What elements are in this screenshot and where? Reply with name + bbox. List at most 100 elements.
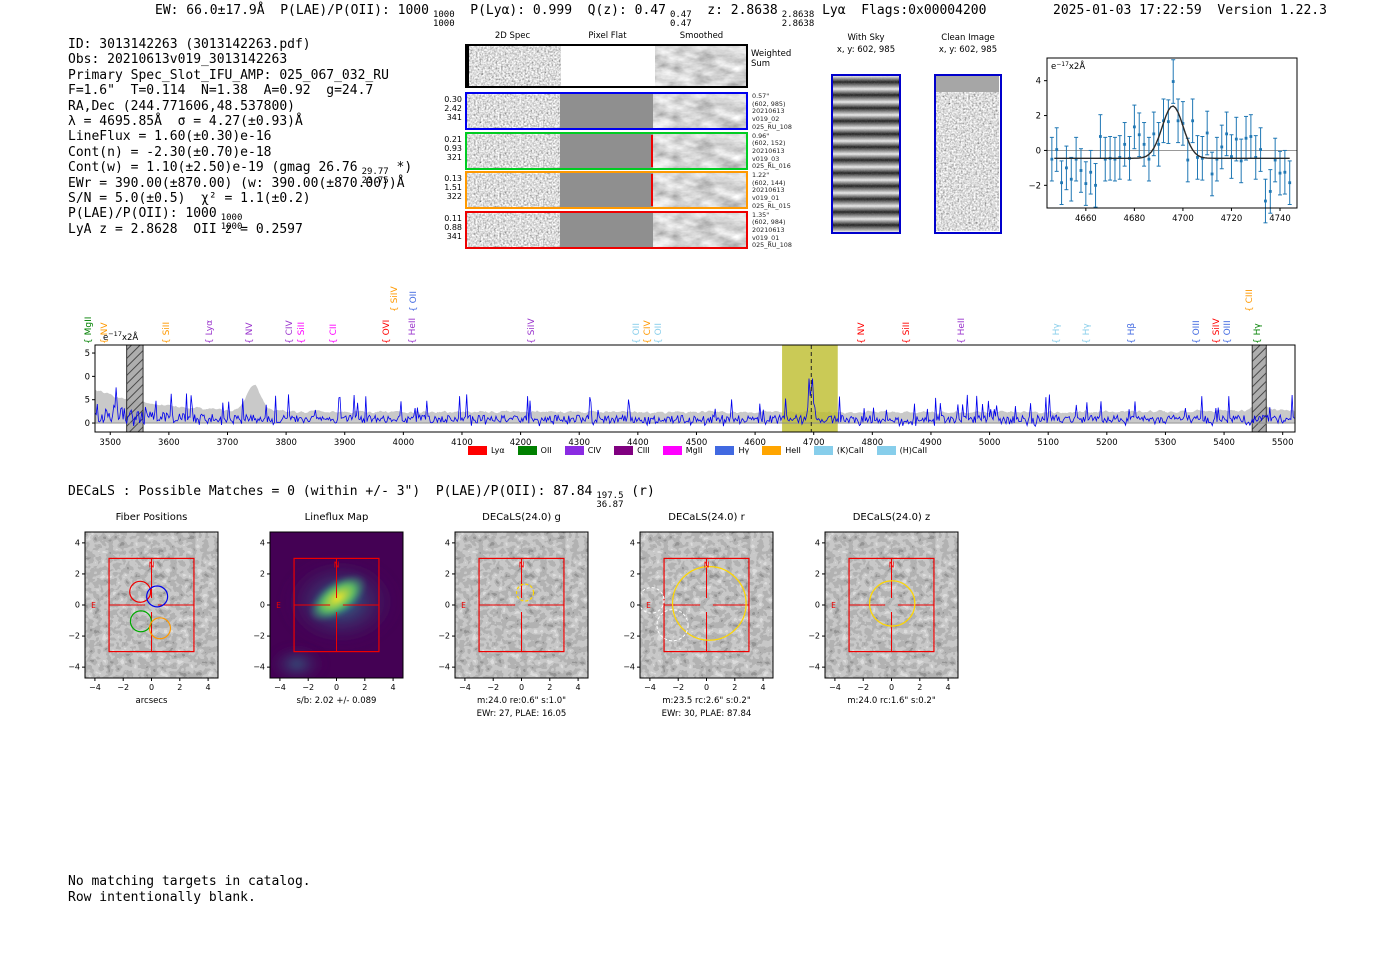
spec2d-title-smoothed: Smoothed [679,31,724,41]
cutout-panel-0: N E −4 −2 0 2 4 −4 −2 0 2 4 arcsecs [68,531,219,706]
fiber-row-right-label-2-1: (602, 144) [752,178,786,187]
info-line-1: Obs: 20210613v019_3013142263 [68,52,412,67]
cutout-y-tick-label: −4 [808,663,820,672]
fiber-row-right-label-2-3: v019_01 [752,194,780,203]
inset-data-point [1210,172,1214,176]
inset-data-point [1225,132,1229,136]
inset-data-point [1191,119,1195,123]
cutout-compass-north-4: N [889,560,895,569]
spectrum-x-tick-label: 3600 [158,438,180,448]
inset-data-point [1113,157,1117,161]
fiber-circle-0-1 [146,585,169,608]
cutout-y-tick-label: 2 [815,569,820,578]
fiber-row-right-label-3-4: 025_RU_108 [752,241,792,250]
inset-data-point [1065,166,1068,170]
fiber-2dspec-image-2-noise [467,173,560,207]
inset-data-point [1074,157,1078,161]
spectrum-x-tick-label: 4500 [686,438,708,448]
info-line-7-text: Cont(n) = -2.30(±0.70)e-18 [68,144,272,160]
header-z-flags-fraction: 2.8638 2.8638 [782,11,815,29]
cutout-x-tick-label: −4 [459,683,471,692]
legend-label-CIV: CIV [587,446,602,455]
decals-matches-fraction: 197.5 36.87 [596,492,623,510]
inset-y-tick-label: 2 [1036,112,1041,122]
legend-label-(K)CaII: (K)CaII [836,446,864,455]
cutout-y-tick-label: 4 [260,538,265,547]
decals-matches-text: DECaLS : Possible Matches = 0 (within +/… [68,484,593,499]
fiber-smoothed-image-3-noise [653,212,746,247]
info-line-11-fraction-bottom: 1000 [220,222,243,233]
cutout-panel-3: N E −4 −2 0 2 4 −4 −2 0 2 4 m:23.5 rc:2.6" s:0.2" EWr… [623,531,774,719]
info-line-6: LineFlux = 1.60(±0.30)e-16 [68,129,412,144]
info-line-8: Cont(w) = 1.10(±2.50)e-19 (gmag 26.76 29.… [68,160,413,186]
footer-notes: No matching targets in catalog. Row inte… [68,874,311,905]
legend-item-OII: OII [517,446,552,455]
cutout-y-tick-label: 0 [445,601,450,610]
weighted-sum-label: Weighted Sum [751,49,792,69]
legend-label-(H)CaII: (H)CaII [899,446,928,455]
cutout-title-4: DECaLS(24.0) z [852,512,931,523]
info-line-11-text: P(LAE)/P(OII): 1000 [68,206,217,222]
cutout-x-tick-label: 0 [704,683,709,692]
fiber-row-left-labels-1: 0.21 0.93 321 [434,135,462,163]
cutout-noise-image-4 [825,532,958,678]
cutout-x-tick-label: 0 [519,683,524,692]
cutout-y-tick-label: −4 [438,663,450,672]
inset-data-point [1050,157,1054,161]
inset-data-point [1157,142,1161,146]
header-plya-qz-fraction: 0.47 0.47 [670,11,692,29]
fiber-2dspec-image-1 [467,133,560,168]
cutout-compass-east-1: E [276,601,281,610]
spectrum-y-tick-label: 7.5 [85,349,90,359]
decals-matches-fraction-bottom: 36.87 [596,500,624,510]
inset-data-point [1142,142,1146,146]
legend-label-HeII: HeII [785,446,801,455]
legend-item-(K)CaII: (K)CaII [813,446,864,455]
fiber-row-right-labels-0: 0.57" (602, 985) 20210613 v019_02 025_RU_108 [752,92,812,132]
main-unit-pre: e [103,332,109,343]
inset-data-point [1288,181,1292,185]
cutout-compass-north-2: N [519,560,525,569]
cutout-x-tick-label: 0 [334,683,339,692]
legend-item-CIV: CIV [564,446,602,455]
inset-data-point [1205,131,1209,135]
inset-data-point [1259,148,1262,151]
cutout-compass-north-3: N [704,560,710,569]
cutout-y-tick-label: 0 [630,601,635,610]
fiber-2dspec-image-3 [467,212,560,247]
spectrum-legend: Lyα OII CIV CIII MgII Hγ HeII (K)CaII (H)CaII [85,446,1310,455]
cutout-x-tick-label: 4 [206,683,211,692]
legend-swatch-CIV [564,446,584,455]
inset-data-point [1103,157,1107,161]
inset-plot-bg [1047,58,1297,208]
info-line-11-fraction: 1000 1000 [221,214,243,232]
with-sky-grain-noise [833,76,898,231]
fiber-row-left-label-2-0: 0.13 [444,174,462,183]
cutout-x-tick-label: −4 [644,683,656,692]
info-line-9: EWr = 390.00(±870.00) (w: 390.00(±870.00… [68,176,412,191]
fiber-row-right-label-3-2: 20210613 [752,225,785,234]
cutout-x-tick-label: 2 [362,683,367,692]
info-line-4-text: RA,Dec (244.771606,48.537800) [68,98,295,114]
fiber-row-right-label-3-0: 1.35" [752,210,770,219]
inset-data-point [1132,125,1136,129]
info-line-3: F=1.6" T=0.114 N=1.38 A=0.92 g=24.7 [68,83,412,98]
spectrum-x-tick-label: 5400 [1213,438,1235,448]
inset-data-point [1069,177,1073,181]
info-line-8-text-post: *) [388,160,413,176]
spec2d-fiber-row-3 [465,210,748,249]
info-line-8-fraction: 29.77 23.75 [362,168,389,186]
inset-data-point [1278,171,1282,175]
cutout-y-tick-label: −2 [68,632,80,641]
inset-data-point [1152,132,1156,136]
cutout-xlabel-3: m:23.5 rc:2.6" s:0.2" [662,696,751,706]
main-unit-post: x2Å [121,332,139,343]
fiber-row-right-label-3-3: v019_01 [752,233,780,242]
cutout-x-tick-label: −2 [857,683,869,692]
inset-data-point [1215,157,1219,161]
header-ew-plae-fraction-bottom: 1000 [432,19,455,29]
legend-item-MgII: MgII [662,446,702,455]
inset-data-point [1200,156,1204,160]
inset-data-point [1283,170,1287,174]
spectrum-x-tick-label: 4300 [568,438,590,448]
